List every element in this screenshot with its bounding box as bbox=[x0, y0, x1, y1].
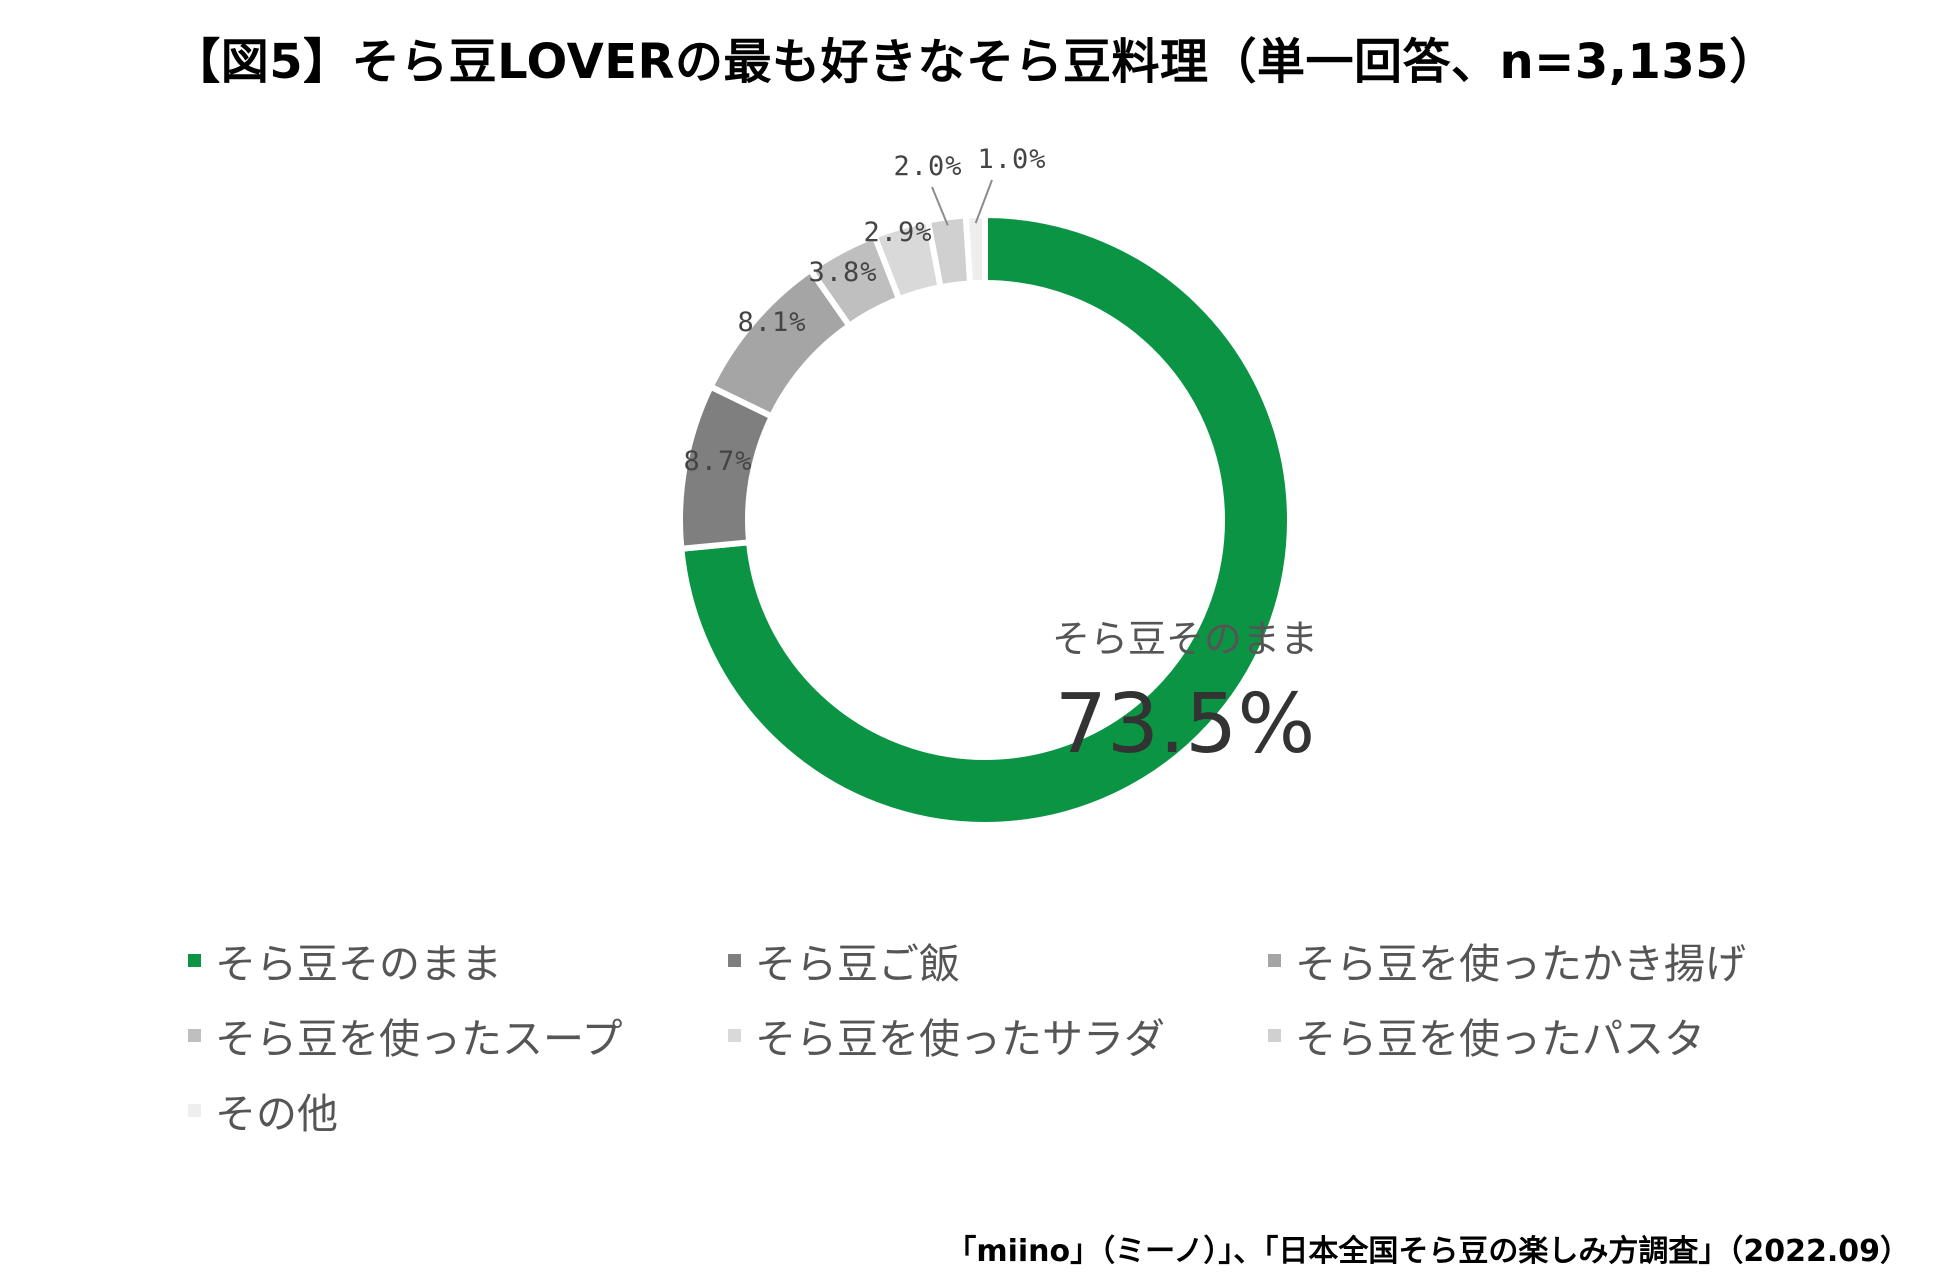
leader-lines bbox=[931, 179, 993, 226]
legend-swatch bbox=[728, 953, 741, 967]
legend-label: そら豆を使ったスープ bbox=[215, 1015, 623, 1063]
data-label-kakiage: 8.1% bbox=[737, 307, 806, 338]
legend-swatch bbox=[728, 1028, 741, 1042]
legend-item-salad: そら豆を使ったサラダ bbox=[728, 1005, 1165, 1065]
legend-swatch bbox=[188, 953, 201, 967]
legend-swatch bbox=[1268, 953, 1281, 967]
legend-label: その他 bbox=[215, 1090, 338, 1138]
legend-label: そら豆を使ったサラダ bbox=[755, 1015, 1165, 1063]
legend-item-sora-mame-sonomama: そら豆そのまま bbox=[188, 930, 502, 990]
legend-label: そら豆を使ったパスタ bbox=[1295, 1015, 1705, 1063]
legend-swatch bbox=[188, 1103, 201, 1117]
leader-line-pasta bbox=[931, 186, 949, 226]
data-label-salad: 2.9% bbox=[863, 217, 932, 248]
legend-swatch bbox=[188, 1028, 201, 1042]
legend-label: そら豆ご飯 bbox=[755, 940, 960, 988]
data-label-sora-mame-sonomama: 73.5% bbox=[1055, 677, 1316, 772]
legend-item-sonota: その他 bbox=[188, 1080, 338, 1140]
donut-slices bbox=[677, 211, 1293, 828]
legend-swatch bbox=[1268, 1028, 1281, 1042]
data-labels: そら豆そのまま 73.5% 8.7% 8.1%3.8% 2.9% 2.0% 1.0% bbox=[683, 144, 1318, 772]
legend-item-pasta: そら豆を使ったパスタ bbox=[1268, 1005, 1705, 1065]
legend-item-soup: そら豆を使ったスープ bbox=[188, 1005, 623, 1065]
data-label-sonota: 1.0% bbox=[977, 144, 1046, 175]
data-label-sora-mame-gohan: 8.7% bbox=[683, 446, 752, 477]
slice-sonota bbox=[962, 211, 988, 287]
legend-label: そら豆そのまま bbox=[215, 940, 502, 988]
source-note: 「miino」（ミーノ）」、「日本全国そら豆の楽しみ方調査」（2022.09） bbox=[946, 1234, 1910, 1269]
legend-item-sora-mame-gohan: そら豆ご飯 bbox=[728, 930, 960, 990]
chart-title: 【図5】そら豆LOVERの最も好きなそら豆料理（単一回答、n=3,135） bbox=[172, 34, 1778, 90]
legend-item-kakiage: そら豆を使ったかき揚げ bbox=[1268, 930, 1746, 990]
slice-sora-mame-sonomama bbox=[678, 211, 1293, 828]
data-label-soup: 3.8% bbox=[808, 257, 877, 288]
data-label-pasta: 2.0% bbox=[893, 151, 962, 182]
leader-line-sonota bbox=[974, 179, 993, 224]
legend-label: そら豆を使ったかき揚げ bbox=[1295, 940, 1746, 988]
data-label-category-sora-mame-sonomama: そら豆そのまま bbox=[1052, 617, 1318, 661]
